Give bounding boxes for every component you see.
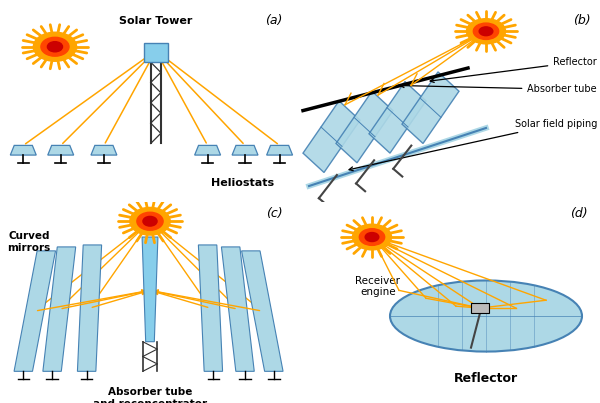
Polygon shape [194, 145, 221, 155]
Polygon shape [369, 81, 426, 153]
Circle shape [47, 42, 62, 52]
Polygon shape [402, 72, 459, 143]
Circle shape [34, 32, 77, 61]
Polygon shape [303, 101, 360, 172]
Circle shape [479, 27, 493, 36]
Text: Receiver
engine: Receiver engine [355, 276, 401, 297]
Text: Reflector: Reflector [454, 372, 518, 385]
Text: Reflector: Reflector [430, 57, 597, 83]
Circle shape [137, 212, 163, 230]
Circle shape [143, 216, 157, 226]
Text: (d): (d) [571, 208, 588, 220]
Text: Absorber tube: Absorber tube [400, 84, 597, 94]
Polygon shape [91, 145, 117, 155]
Ellipse shape [390, 280, 582, 351]
Text: (c): (c) [266, 208, 283, 220]
Text: Heliostats: Heliostats [211, 178, 274, 188]
Bar [143, 43, 168, 62]
Polygon shape [43, 247, 76, 371]
Circle shape [359, 229, 385, 245]
Circle shape [353, 224, 392, 250]
Circle shape [473, 23, 499, 39]
Polygon shape [242, 251, 283, 371]
Text: Curved
mirrors: Curved mirrors [7, 231, 50, 253]
Polygon shape [14, 251, 56, 371]
Text: (a): (a) [265, 14, 283, 27]
Circle shape [365, 233, 379, 241]
Polygon shape [232, 145, 258, 155]
Polygon shape [199, 245, 223, 371]
Polygon shape [336, 91, 393, 163]
Polygon shape [221, 247, 254, 371]
Polygon shape [142, 237, 158, 342]
Circle shape [130, 208, 170, 235]
Polygon shape [77, 245, 101, 371]
Polygon shape [10, 145, 36, 155]
Bar [471, 303, 489, 313]
Polygon shape [266, 145, 293, 155]
Text: Solar field piping: Solar field piping [349, 119, 597, 171]
Text: (b): (b) [574, 14, 591, 27]
Circle shape [41, 37, 69, 56]
Text: Solar Tower: Solar Tower [119, 16, 193, 26]
Text: Absorber tube
and reconcentrator: Absorber tube and reconcentrator [93, 387, 207, 403]
Polygon shape [48, 145, 74, 155]
Circle shape [467, 19, 505, 44]
